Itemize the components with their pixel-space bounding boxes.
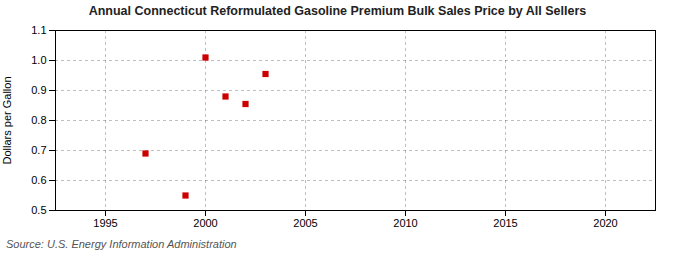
svg-text:2010: 2010 (393, 217, 417, 229)
svg-text:2015: 2015 (493, 217, 517, 229)
svg-text:2020: 2020 (593, 217, 617, 229)
svg-text:1995: 1995 (93, 217, 117, 229)
svg-text:0.5: 0.5 (31, 204, 46, 216)
svg-text:1.1: 1.1 (31, 24, 46, 36)
svg-text:0.8: 0.8 (31, 114, 46, 126)
html-text:Source: U.S. Energy Informatio: Source: U.S. Energy Information Administ… (6, 238, 237, 250)
svg-text:1.0: 1.0 (31, 54, 46, 66)
svg-text:2005: 2005 (293, 217, 317, 229)
html-text:Annual Connecticut Reformulate: Annual Connecticut Reformulated Gasoline… (88, 4, 587, 18)
svg-text:2000: 2000 (193, 217, 217, 229)
svg-text:0.9: 0.9 (31, 84, 46, 96)
svg-text:Dollars per Gallon: Dollars per Gallon (1, 76, 13, 164)
svg-text:0.7: 0.7 (31, 144, 46, 156)
svg-text:0.6: 0.6 (31, 174, 46, 186)
